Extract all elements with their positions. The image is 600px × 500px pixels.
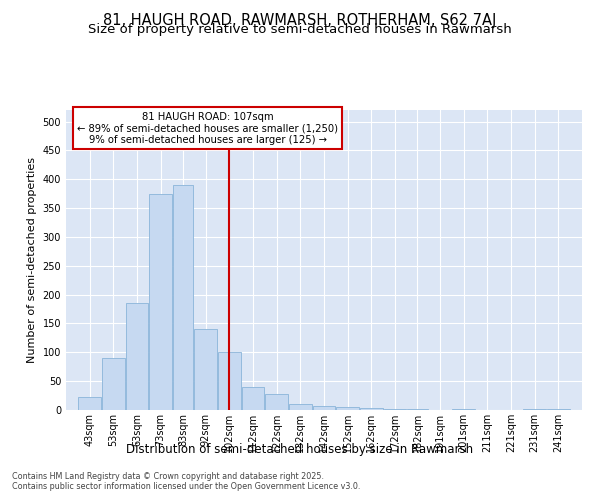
- Text: Contains HM Land Registry data © Crown copyright and database right 2025.: Contains HM Land Registry data © Crown c…: [12, 472, 324, 481]
- Bar: [313, 406, 335, 410]
- Bar: [547, 409, 570, 410]
- Bar: [173, 185, 193, 410]
- Text: 81 HAUGH ROAD: 107sqm
← 89% of semi-detached houses are smaller (1,250)
9% of se: 81 HAUGH ROAD: 107sqm ← 89% of semi-deta…: [77, 112, 338, 144]
- Bar: [149, 194, 172, 410]
- Y-axis label: Number of semi-detached properties: Number of semi-detached properties: [27, 157, 37, 363]
- Bar: [218, 352, 241, 410]
- Text: Distribution of semi-detached houses by size in Rawmarsh: Distribution of semi-detached houses by …: [127, 442, 473, 456]
- Bar: [194, 329, 217, 410]
- Bar: [102, 358, 125, 410]
- Text: 81, HAUGH ROAD, RAWMARSH, ROTHERHAM, S62 7AJ: 81, HAUGH ROAD, RAWMARSH, ROTHERHAM, S62…: [103, 12, 497, 28]
- Bar: [360, 408, 383, 410]
- Bar: [242, 387, 265, 410]
- Bar: [336, 407, 359, 410]
- Text: Contains public sector information licensed under the Open Government Licence v3: Contains public sector information licen…: [12, 482, 361, 491]
- Bar: [125, 304, 148, 410]
- Bar: [289, 404, 312, 410]
- Bar: [265, 394, 288, 410]
- Text: Size of property relative to semi-detached houses in Rawmarsh: Size of property relative to semi-detach…: [88, 24, 512, 36]
- Bar: [383, 409, 406, 410]
- Bar: [78, 398, 101, 410]
